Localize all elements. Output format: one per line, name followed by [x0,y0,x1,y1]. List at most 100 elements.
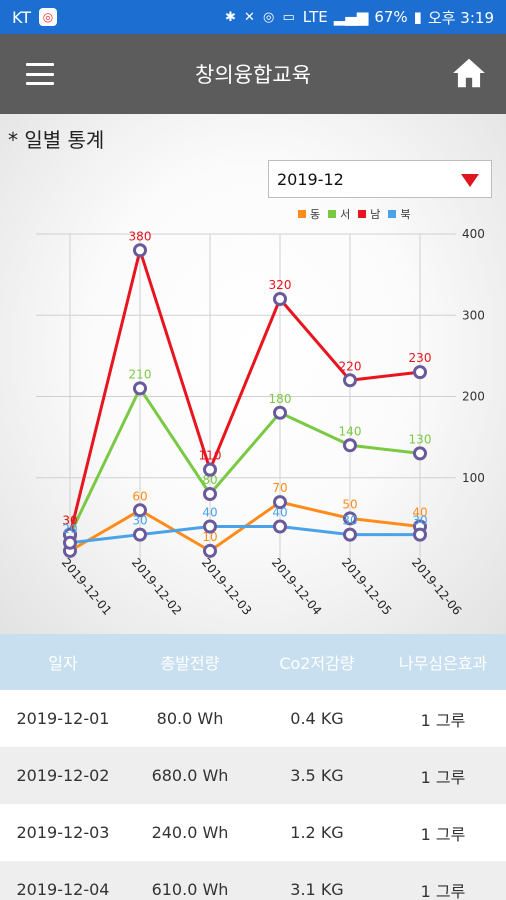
data-point [133,527,147,542]
data-point [133,381,147,396]
data-point [273,519,287,534]
cell-generation: 610.0 Wh [151,880,229,899]
data-label: 30 [132,514,147,528]
cell-co2: 0.4 KG [290,709,344,728]
legend-swatch [298,210,306,218]
data-label: 210 [129,367,152,381]
cell-trees: 1 그루 [420,824,466,844]
table-header: 일자 총발전량 Co2저감량 나무심은효과 [0,634,506,690]
data-label: 50 [342,497,357,511]
data-label: 220 [339,359,362,373]
dropdown-arrow-icon [461,174,479,187]
data-point [133,243,147,258]
series-line [68,244,421,535]
legend-item-north: 북 [388,206,411,222]
x-tick-label: 2019-12-05 [339,555,395,617]
header-tree-effect: 나무심은효과 [398,654,488,673]
cell-generation: 680.0 Wh [151,766,229,785]
chart-legend: 동 서 남 북 [298,206,411,222]
cell-trees: 1 그루 [420,881,466,900]
data-label: 380 [129,229,152,243]
table-row: 2019-12-03 240.0 Wh 1.2 KG 1 그루 [0,804,506,861]
y-tick-label: 100 [462,471,485,485]
x-tick-label: 2019-12-02 [129,555,185,617]
y-tick-label: 400 [462,227,485,241]
cell-generation: 80.0 Wh [156,709,224,728]
data-label: 230 [409,351,432,365]
data-label: 30 [342,514,357,528]
data-label: 110 [199,449,222,463]
app-title: 창의융합교육 [195,63,311,87]
table-row: 2019-12-04 610.0 Wh 3.1 KG 1 그루 [0,861,506,900]
legend-label: 남 [370,208,381,221]
legend-swatch [388,210,397,218]
data-label: 70 [272,481,287,495]
data-label: 30 [62,514,77,528]
data-point [343,511,357,526]
header-total-generation: 총발전량 [160,654,220,673]
status-bar: KT ◎ ✱ ✕ ◎ ▭ LTE ▂▄▆ 67% ▮ 오후 3:19 [0,0,506,34]
data-point [273,495,287,510]
cell-trees: 1 그루 [420,767,466,787]
signal-icon: ▂▄▆ [333,8,369,26]
data-label: 40 [412,506,427,520]
legend-label: 북 [400,208,411,221]
data-label: 30 [62,514,77,528]
data-label: 30 [412,514,427,528]
cell-generation: 240.0 Wh [151,823,229,842]
cell-trees: 1 그루 [420,710,466,730]
x-tick-label: 2019-12-04 [269,555,325,617]
legend-label: 동 [310,208,321,221]
legend-item-south: 남 [358,206,380,222]
status-indicator-icons: ✱ ✕ ◎ ▭ [224,9,297,25]
table-body: 2019-12-01 80.0 Wh 0.4 KG 1 그루 2019-12-0… [0,690,506,900]
month-select-value: 2019-12 [277,169,344,189]
data-label: 180 [269,392,292,406]
cell-date: 2019-12-02 [16,766,110,785]
cell-date: 2019-12-01 [16,709,110,728]
battery-label: 67% [374,8,408,26]
x-tick-label: 2019-12-01 [59,555,115,617]
data-point [413,446,427,461]
series-line [68,385,421,536]
cell-co2: 3.5 KG [290,766,344,785]
table-row: 2019-12-01 80.0 Wh 0.4 KG 1 그루 [0,690,506,747]
legend-swatch [358,210,367,218]
home-icon[interactable] [450,54,488,92]
network-label: LTE [302,8,328,26]
data-label: 140 [339,424,362,438]
legend-swatch [328,210,337,218]
data-label: 130 [409,432,432,446]
month-select[interactable]: 2019-12 [268,160,492,198]
x-tick-label: 2019-12-03 [199,555,255,617]
cell-date: 2019-12-04 [16,880,110,899]
data-label: 10 [202,530,217,544]
table-row: 2019-12-02 680.0 Wh 3.5 KG 1 그루 [0,747,506,804]
y-tick-label: 300 [462,308,485,322]
data-point [203,519,217,534]
notification-app-icon: ◎ [39,8,58,26]
clock-label: 오후 3:19 [427,8,494,27]
data-point [413,365,427,380]
data-point [343,438,357,453]
carrier-label: KT [12,7,32,27]
menu-icon[interactable] [26,63,54,85]
data-label: 60 [132,489,147,503]
data-point [203,487,217,501]
data-point [203,462,217,477]
data-point [413,527,427,542]
data-label: 320 [269,278,292,292]
battery-icon: ▮ [413,8,422,26]
legend-label: 서 [340,208,351,221]
data-point [343,527,357,542]
data-point [133,503,147,518]
section-title: * 일별 통계 [8,128,105,152]
series-line [69,525,420,545]
data-label: 40 [272,506,287,520]
data-point [343,373,357,388]
legend-item-west: 서 [328,206,350,222]
header-co2-reduction: Co2저감량 [279,654,355,673]
data-label: 80 [202,473,217,487]
y-tick-label: 200 [462,390,485,404]
